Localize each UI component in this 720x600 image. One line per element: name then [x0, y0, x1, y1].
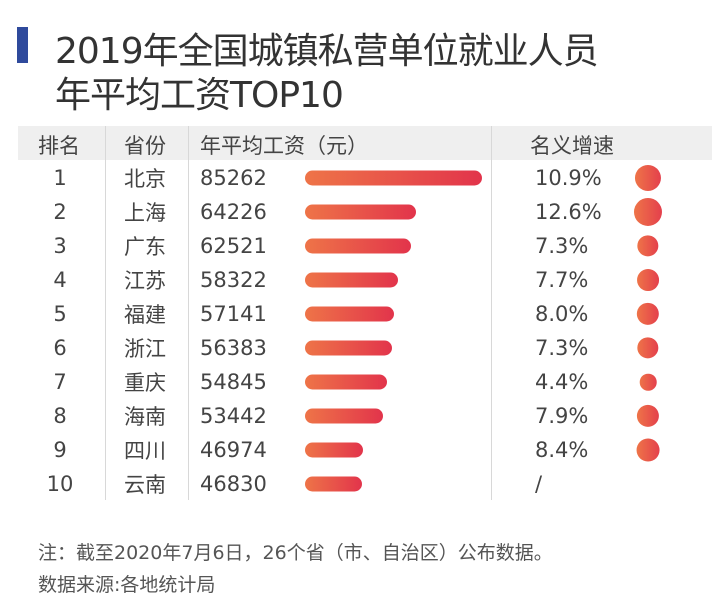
wage-bar — [305, 204, 417, 220]
column-divider — [105, 126, 106, 500]
growth-circle — [636, 302, 660, 326]
header-province: 省份 — [124, 134, 166, 158]
rank-cell: 6 — [53, 336, 67, 360]
province-cell: 北京 — [124, 167, 166, 191]
rank-cell: 3 — [53, 234, 67, 258]
rank-cell: 9 — [53, 438, 67, 462]
growth-circle — [639, 373, 657, 391]
province-cell: 云南 — [124, 473, 166, 497]
province-cell: 福建 — [124, 303, 166, 327]
title-line-2: 年平均工资TOP10 — [55, 75, 344, 116]
wage-bar — [305, 340, 392, 356]
growth-circle — [636, 404, 660, 428]
growth-value: 7.7% — [535, 268, 589, 292]
wage-bar — [305, 238, 412, 254]
rank-cell: 8 — [53, 404, 67, 428]
growth-circle — [637, 337, 659, 359]
wage-bar — [305, 408, 383, 424]
wage-bar — [305, 272, 399, 288]
wage-value: 46974 — [200, 438, 267, 462]
wage-bar — [305, 476, 363, 492]
province-cell: 广东 — [124, 235, 166, 259]
column-divider — [491, 126, 492, 500]
wage-value: 85262 — [200, 166, 267, 190]
province-cell: 重庆 — [124, 371, 166, 395]
rank-cell: 1 — [53, 166, 67, 190]
wage-bar — [305, 170, 483, 186]
header-rank: 排名 — [38, 134, 80, 158]
header-growth: 名义增速 — [530, 134, 614, 158]
rank-cell: 10 — [46, 472, 74, 496]
wage-bar — [305, 306, 395, 322]
growth-value: / — [535, 472, 543, 496]
rank-cell: 5 — [53, 302, 67, 326]
wage-value: 56383 — [200, 336, 267, 360]
growth-value: 8.4% — [535, 438, 589, 462]
rank-cell: 4 — [53, 268, 67, 292]
title-accent-bar — [17, 27, 28, 63]
column-divider — [188, 126, 189, 500]
growth-circle — [636, 438, 660, 462]
wage-bar — [305, 442, 363, 458]
growth-value: 7.9% — [535, 404, 589, 428]
growth-value: 7.3% — [535, 234, 589, 258]
rank-cell: 7 — [53, 370, 67, 394]
wage-bar — [305, 374, 388, 390]
province-cell: 四川 — [124, 439, 166, 463]
footnote: 注：截至2020年7月6日，26个省（市、自治区）公布数据。 — [38, 542, 553, 564]
growth-circle — [634, 164, 662, 192]
table-header — [18, 126, 712, 160]
wage-value: 62521 — [200, 234, 267, 258]
wage-value: 57141 — [200, 302, 267, 326]
data-source: 数据来源:各地统计局 — [38, 574, 216, 596]
title-line-1: 2019年全国城镇私营单位就业人员 — [55, 31, 599, 72]
province-cell: 江苏 — [124, 269, 166, 293]
wage-value: 58322 — [200, 268, 267, 292]
growth-value: 4.4% — [535, 370, 589, 394]
wage-value: 46830 — [200, 472, 267, 496]
growth-value: 7.3% — [535, 336, 589, 360]
growth-value: 12.6% — [535, 200, 602, 224]
header-wage: 年平均工资（元） — [200, 134, 368, 158]
wage-value: 54845 — [200, 370, 267, 394]
growth-value: 8.0% — [535, 302, 589, 326]
province-cell: 上海 — [124, 201, 166, 225]
growth-circle — [637, 235, 659, 257]
growth-value: 10.9% — [535, 166, 602, 190]
growth-circle — [633, 197, 663, 227]
wage-value: 53442 — [200, 404, 267, 428]
rank-cell: 2 — [53, 200, 67, 224]
wage-value: 64226 — [200, 200, 267, 224]
province-cell: 浙江 — [124, 337, 166, 361]
province-cell: 海南 — [124, 405, 166, 429]
growth-circle — [637, 269, 659, 291]
